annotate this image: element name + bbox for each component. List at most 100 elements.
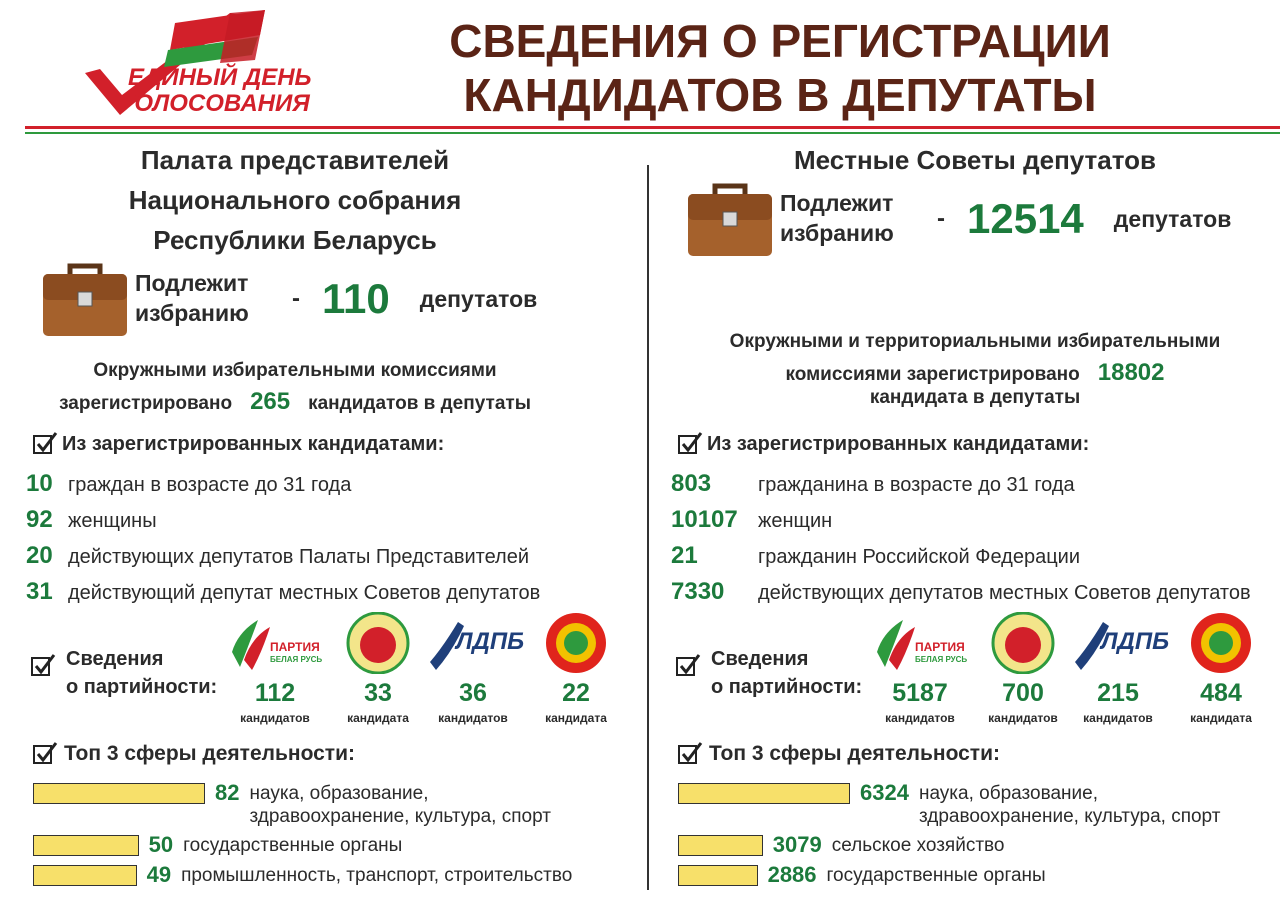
stat-value: 21 [671, 542, 698, 569]
column-heading: Местные Советы депутатов [793, 145, 1157, 175]
column-heading: Палата представителей [140, 145, 450, 175]
party-value: 36 [459, 679, 487, 707]
top-heading: Топ 3 сферы деятельности: [709, 742, 1000, 765]
party-value: 700 [1002, 679, 1044, 707]
registered-value: 18802 [1097, 359, 1165, 386]
stat-label: женщин [758, 510, 833, 532]
logo-graphic [85, 10, 265, 115]
party-unit: кандидатов [240, 711, 310, 725]
stat-row: 7330 действующих депутатов местных Совето… [671, 578, 1251, 606]
top-bar [678, 783, 850, 804]
party-value: 215 [1097, 679, 1139, 707]
stat-label: женщины [68, 510, 157, 532]
check-icon [30, 652, 56, 678]
quota-row: -110 депутатов [292, 275, 537, 323]
party-unit: кандидатов [988, 711, 1058, 725]
party-logo [1176, 612, 1266, 674]
party-name: ЛДПБ [456, 628, 525, 655]
quota-label: Подлежит [780, 190, 894, 216]
parties-heading: о партийности: [711, 676, 863, 698]
registered-text: кандидатов в депутаты [308, 393, 531, 414]
party-logo: ЛДПБ [428, 612, 524, 674]
top-row: 49 промышленность, транспорт, строительст… [33, 864, 572, 887]
stat-label: действующих депутатов местных Советов де… [758, 582, 1251, 604]
top-label-line: государственные органы [183, 835, 403, 856]
stat-value: 31 [26, 578, 53, 605]
top-value: 50 [148, 832, 174, 857]
top-bar [678, 835, 763, 856]
top-row: 2886 государственные органы [678, 864, 1046, 887]
registered-text: кандидата в депутаты [869, 387, 1081, 408]
stat-label: гражданин Российской Федерации [758, 546, 1081, 568]
quota-label: Подлежит [135, 270, 249, 296]
party-sub: БЕЛАЯ РУСЬ [915, 655, 968, 664]
top-label: государственные органы [827, 864, 1046, 887]
title-line2: КАНДИДАТОВ В ДЕПУТАТЫ [463, 69, 1097, 121]
quota-unit: депутатов [1113, 205, 1232, 232]
stat-label: граждан в возрасте до 31 года [68, 474, 352, 496]
registered-text: зарегистрировано [59, 393, 233, 414]
stat-row: 21 гражданин Российской Федерации [671, 542, 1080, 570]
stat-value: 10107 [671, 506, 738, 533]
top-bar [678, 865, 758, 886]
title-line1: СВЕДЕНИЯ О РЕГИСТРАЦИИ [449, 15, 1111, 67]
party-logo [531, 612, 621, 674]
top-label-line: наука, образование, [918, 783, 1098, 804]
top-label-line: сельское хозяйство [831, 835, 1005, 856]
quota-dash: - [292, 285, 300, 312]
stat-row: 803 гражданина в возрасте до 31 года [671, 470, 1075, 498]
top-label: наука, образование, здравоохранение, куль… [919, 782, 1220, 828]
check-icon [32, 430, 58, 456]
party-logo [333, 611, 423, 675]
party-unit: кандидатов [1083, 711, 1153, 725]
briefcase-icon [685, 180, 775, 260]
check-icon [32, 740, 58, 766]
party-value: 484 [1200, 679, 1242, 707]
top-value: 2886 [767, 862, 817, 887]
party-value: 33 [364, 679, 392, 707]
party-logo [978, 611, 1068, 675]
parties-heading: Сведения [711, 648, 809, 670]
top-value: 82 [215, 780, 240, 805]
party-name: ЛДПБ [1101, 628, 1170, 655]
registered-text: Окружными избирательными комиссиями [93, 360, 497, 381]
stat-row: 10 граждан в возрасте до 31 года [26, 470, 351, 498]
quota-value: 110 [322, 275, 390, 322]
check-icon [677, 430, 703, 456]
registered-line: комиссиями зарегистрировано 18802 [655, 359, 1280, 387]
party-sub: БЕЛАЯ РУСЬ [270, 655, 323, 664]
top-row: 6324 наука, образование, здравоохранение, … [678, 782, 1220, 828]
party-unit: кандидата [347, 711, 409, 725]
stat-value: 803 [671, 470, 712, 497]
column-heading: Республики Беларусь [153, 225, 437, 255]
stat-value: 10 [26, 470, 53, 497]
logo-line1: ЕДИНЫЙ ДЕНЬ [128, 64, 312, 91]
column-divider [647, 165, 649, 890]
top-heading: Топ 3 сферы деятельности: [64, 742, 355, 765]
top-bar [33, 783, 205, 804]
registered-line: кандидата в депутаты [655, 387, 1280, 409]
party-unit: кандидата [545, 711, 607, 725]
top-bar [33, 865, 137, 886]
parties-heading: Сведения [66, 648, 164, 670]
stat-row: 31 действующий депутат местных Советов де… [26, 578, 540, 606]
stat-row: 92 женщины [26, 506, 157, 534]
party-unit: кандидатов [885, 711, 955, 725]
stat-label: гражданина в возрасте до 31 года [758, 474, 1075, 496]
stat-row: 20 действующих депутатов Палаты Представи… [26, 542, 529, 570]
logo-line2: ГОЛОСОВАНИЯ [120, 90, 310, 117]
quota-value: 12514 [967, 195, 1084, 242]
check-icon [677, 740, 703, 766]
top-row: 3079 сельское хозяйство [678, 834, 1004, 857]
party-unit: кандидата [1190, 711, 1252, 725]
top-label: наука, образование, здравоохранение, куль… [249, 782, 550, 828]
quota-row: -12514 депутатов [937, 195, 1231, 243]
party-logo: ЛДПБ [1073, 612, 1169, 674]
party-logo: ПАРТИЯ БЕЛАЯ РУСЬ [230, 612, 323, 674]
divider-red [25, 126, 1280, 129]
top-value: 6324 [860, 780, 909, 805]
top-label: государственные органы [183, 834, 402, 857]
top-value: 3079 [772, 832, 822, 857]
top-label-line: государственные органы [826, 865, 1046, 886]
